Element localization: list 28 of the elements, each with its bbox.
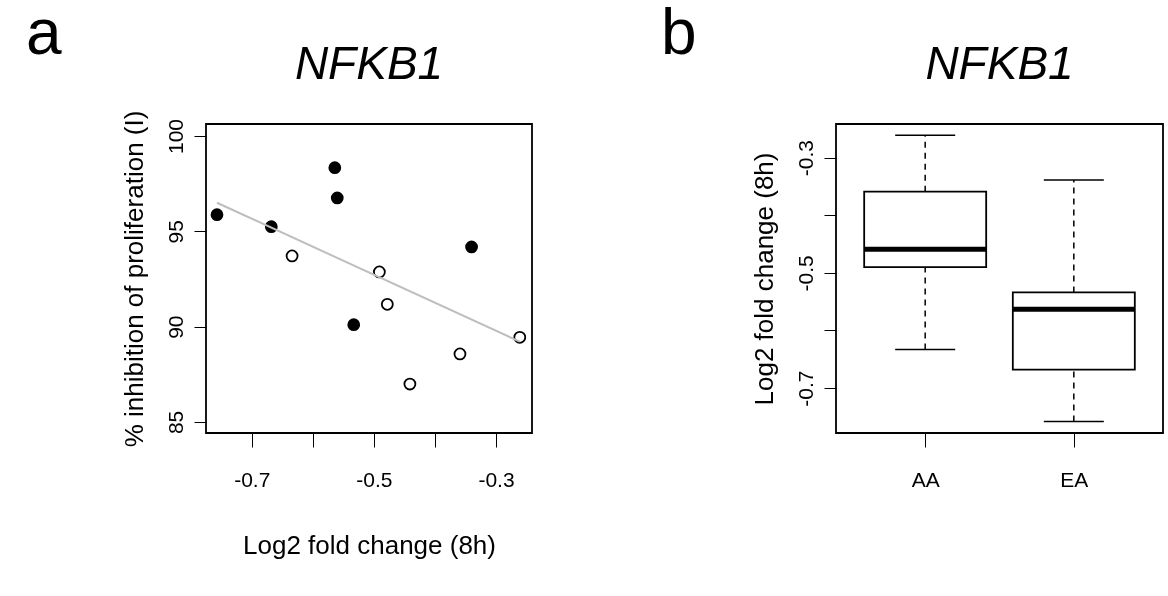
y-tick-label: 85 [163,410,187,435]
point [347,318,361,332]
y-tick-label: 95 [163,220,187,244]
x-tick-label: -0.3 [478,467,515,491]
point [380,297,394,311]
text: b [661,0,697,68]
chart-title: NFKB1 [294,37,444,89]
x-axis-title: Log2 fold change (8h) [243,529,496,560]
point [210,208,224,222]
y-tick-label: 90 [163,315,187,339]
point [328,161,342,175]
x-tick-label: EA [1060,467,1089,491]
point [403,377,417,391]
y-axis-title: % inhibition of proliferation (I) [118,110,149,448]
point [330,191,344,205]
x-tick-label: -0.5 [356,467,393,491]
y-tick-label: -0.7 [793,370,817,407]
chart-title: NFKB1 [925,37,1074,89]
y-tick-label: 100 [163,118,187,155]
point [453,347,467,361]
point [285,249,299,263]
point [465,240,478,254]
x-tick-label: AA [911,467,940,491]
y-axis-title: Log2 fold change (8h) [748,152,779,406]
y-tick-label: -0.3 [793,140,817,177]
x-tick-label: -0.7 [234,467,271,491]
y-tick-label: -0.5 [793,255,817,292]
text: a [26,0,62,68]
